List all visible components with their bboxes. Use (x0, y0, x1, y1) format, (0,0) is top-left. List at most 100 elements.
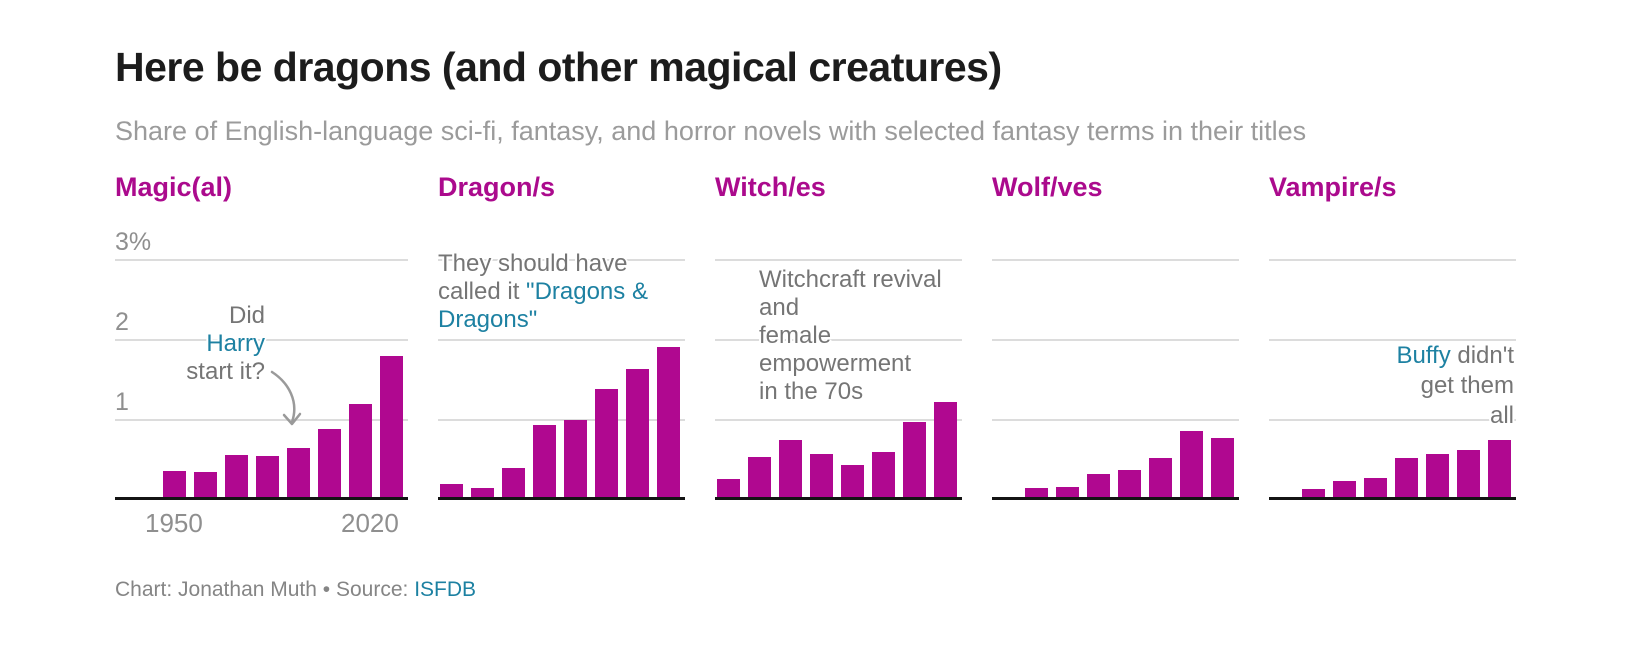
bar-2000s (872, 452, 895, 500)
bars-group (1269, 440, 1516, 500)
panel-wolf-ves: Wolf/ves (992, 172, 1239, 542)
x-axis-line (115, 497, 408, 500)
bar-1960s (194, 472, 217, 500)
bar-1970s (779, 440, 802, 500)
x-axis-labels (438, 500, 685, 542)
x-tick-2020: 2020 (341, 508, 399, 538)
panel-dragon-s: Dragon/s They should have called it "Drago… (438, 172, 685, 542)
annotation-witch-es: Witchcraft revival and female empowerment in… (759, 266, 942, 406)
gridline (438, 259, 685, 261)
source-link[interactable]: ISFDB (414, 578, 477, 601)
bar-1970s (1333, 481, 1356, 500)
x-axis-labels: 1950 2020 (115, 500, 408, 542)
bar-1990s (564, 420, 587, 500)
panel-plot (992, 210, 1239, 500)
annotation-text: Witchcraft revival (759, 266, 942, 293)
footer-credit: Chart: Jonathan Muth • Source: (115, 578, 415, 601)
gridline (1269, 259, 1516, 261)
bar-1990s (1118, 470, 1141, 500)
bars-group (115, 356, 408, 500)
x-axis-labels (715, 500, 962, 542)
bar-2020s (1211, 438, 1234, 500)
panel-plot: Buffy didn't get them all (1269, 210, 1516, 500)
gridline (115, 259, 408, 261)
x-axis-line (438, 497, 685, 500)
bar-2000s (1426, 454, 1449, 500)
panel-plot: Witchcraft revival and female empowerment in… (715, 210, 962, 500)
gridline (715, 339, 962, 341)
annotation-text: called it (438, 278, 527, 305)
bar-1970s (225, 455, 248, 500)
bar-1980s (1364, 478, 1387, 500)
bar-2010s (903, 422, 926, 500)
bar-1980s (1087, 474, 1110, 500)
annotation-text: and (759, 294, 800, 321)
bar-1950s (440, 484, 463, 500)
annotation-link[interactable]: Dragons" (438, 306, 538, 333)
bar-2000s (1149, 458, 1172, 500)
annotation-dragon-s: They should have called it "Dragons & Drag… (438, 250, 648, 334)
chart-container: Here be dragons (and other magical creat… (115, 44, 1518, 602)
gridline (992, 259, 1239, 261)
annotation-text: didn't (1450, 342, 1514, 369)
bar-2020s (934, 402, 957, 500)
annotation-line: start it? (186, 358, 265, 386)
gridline (1269, 339, 1516, 341)
bar-1970s (1056, 487, 1079, 500)
panel-title: Magic(al) (115, 172, 233, 202)
bar-2010s (1180, 431, 1203, 500)
y-axis-tick-1: 1 (115, 388, 129, 416)
panel-plot: 3% 2 1 Did Harry start it? (115, 210, 408, 500)
x-axis-line (715, 497, 962, 500)
gridline (115, 339, 408, 341)
panel-magic-al: Magic(al) 3% 2 1 Did Harry start it? 1950 2020 (115, 172, 408, 542)
annotation-line: Dragons" (438, 306, 648, 334)
annotation-link[interactable]: Harry (206, 330, 265, 357)
gridline (992, 419, 1239, 421)
gridline (715, 419, 962, 421)
annotation-text: Did (228, 302, 265, 329)
annotation-line: called it "Dragons & (438, 278, 648, 306)
panel-plot: They should have called it "Dragons & Drag… (438, 210, 685, 500)
chart-subtitle: Share of English-language sci-fi, fantas… (115, 116, 1307, 146)
annotation-text: empowerment (759, 350, 912, 377)
gridline (992, 339, 1239, 341)
bars-group (438, 347, 685, 500)
bar-2020s (380, 356, 403, 500)
panel-title: Witch/es (715, 172, 826, 202)
annotation-line: in the 70s (759, 378, 942, 406)
annotation-link[interactable]: Buffy (1396, 342, 1451, 369)
x-axis-line (1269, 497, 1516, 500)
bar-1970s (502, 468, 525, 500)
bar-2010s (1457, 450, 1480, 500)
bar-1980s (533, 425, 556, 500)
panel-witch-es: Witch/es Witchcraft revival and female empow… (715, 172, 962, 542)
annotation-magic-al: Did Harry start it? (186, 302, 265, 386)
x-tick-1950: 1950 (145, 508, 203, 538)
annotation-text: female (759, 322, 832, 349)
annotation-link[interactable]: "Dragons & (526, 278, 648, 305)
annotation-line: and (759, 294, 942, 322)
annotation-text: all (1489, 402, 1514, 429)
gridline (438, 339, 685, 341)
chart-footer: Chart: Jonathan Muth • Source: ISFDB (115, 578, 1518, 602)
annotation-line: get them (1396, 371, 1514, 401)
annotation-line: Witchcraft revival (759, 266, 942, 294)
bar-2020s (1488, 440, 1511, 500)
annotation-line: all (1396, 401, 1514, 431)
bar-2010s (349, 404, 372, 500)
annotation-line: Buffy didn't (1396, 341, 1514, 371)
x-axis-labels (1269, 500, 1516, 542)
gridline (715, 259, 962, 261)
x-axis-line (992, 497, 1239, 500)
bar-1980s (810, 454, 833, 500)
gridline (115, 419, 408, 421)
bar-1960s (748, 457, 771, 500)
bar-1960s (1302, 489, 1325, 500)
bar-1980s (256, 456, 279, 500)
bar-1990s (1395, 458, 1418, 500)
panel-title: Vampire/s (1269, 172, 1397, 202)
bars-group (992, 431, 1239, 500)
bar-1990s (841, 465, 864, 500)
bar-2020s (657, 347, 680, 500)
